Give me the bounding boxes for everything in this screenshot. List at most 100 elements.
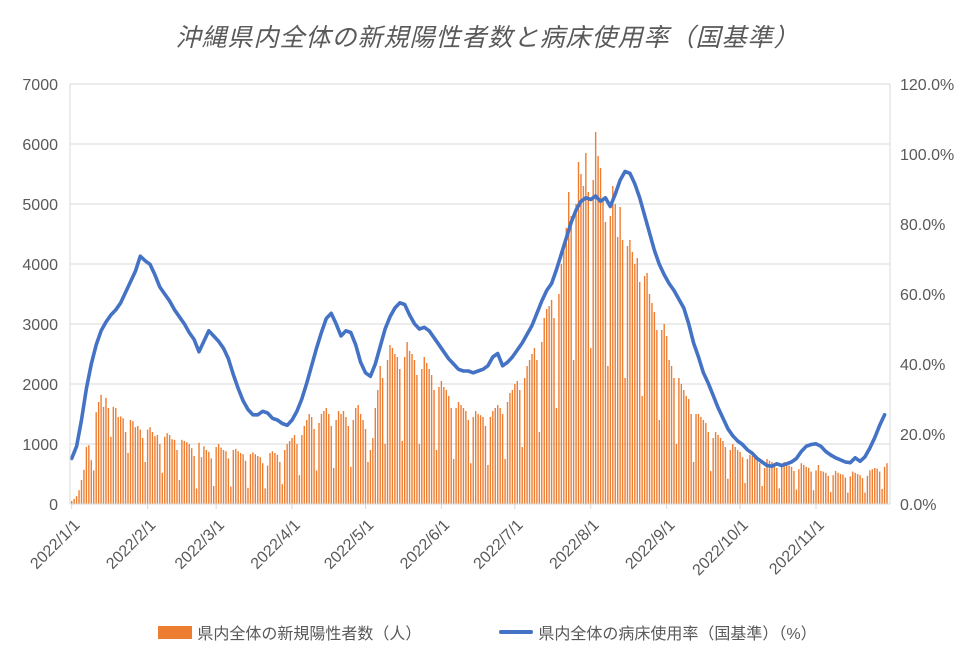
case-bar xyxy=(164,436,166,504)
case-bar xyxy=(526,366,528,504)
case-bar xyxy=(825,472,827,504)
case-bar xyxy=(817,465,820,504)
case-bar xyxy=(639,282,641,504)
case-bar xyxy=(790,466,793,504)
case-bar xyxy=(763,468,766,504)
case-bar xyxy=(560,264,563,504)
case-bar xyxy=(643,276,646,504)
chart-legend: 県内全体の新規陽性者数（人） 県内全体の病床使用率（国基準）（%） xyxy=(0,620,975,644)
case-bar xyxy=(310,417,313,504)
case-bar xyxy=(842,474,844,504)
case-bar xyxy=(497,405,499,504)
case-bar xyxy=(355,408,357,504)
case-bar xyxy=(732,444,734,504)
case-bar xyxy=(749,454,751,504)
case-bar xyxy=(856,474,859,504)
case-bar xyxy=(411,354,413,504)
right-axis-tick: 20.0% xyxy=(900,427,945,444)
case-bar xyxy=(271,451,274,504)
case-bar xyxy=(758,463,761,504)
case-bar xyxy=(785,464,788,504)
gridlines xyxy=(70,83,890,505)
case-bar xyxy=(379,366,381,504)
case-bar xyxy=(88,445,90,504)
case-bar xyxy=(350,466,352,504)
case-bar xyxy=(531,354,533,504)
case-bar xyxy=(259,457,261,504)
case-bar xyxy=(626,246,629,504)
left-axis-tick: 7000 xyxy=(22,77,58,94)
case-bar xyxy=(519,390,521,504)
case-bar xyxy=(504,459,506,504)
case-bar xyxy=(553,318,555,504)
left-axis-tick: 2000 xyxy=(22,377,58,394)
case-bar xyxy=(266,465,269,504)
case-bar xyxy=(252,452,254,504)
case-bar xyxy=(776,468,778,504)
right-axis-tick: 120.0% xyxy=(900,77,954,94)
case-bar xyxy=(146,429,149,504)
case-bar xyxy=(864,492,866,504)
case-bar xyxy=(435,450,438,504)
case-bar xyxy=(308,414,310,504)
case-bar xyxy=(685,396,687,504)
cases-series-swatch xyxy=(158,625,193,639)
case-bar xyxy=(107,408,110,504)
case-bar xyxy=(734,447,736,504)
case-bar xyxy=(665,336,668,504)
case-bar xyxy=(570,216,572,504)
case-bar xyxy=(374,408,376,504)
case-bar xyxy=(465,411,467,504)
case-bar xyxy=(602,198,604,504)
case-bar xyxy=(450,408,452,504)
case-bar xyxy=(284,450,286,504)
case-bar xyxy=(528,360,531,504)
case-bar xyxy=(741,457,744,504)
case-bar xyxy=(115,408,117,504)
case-bar xyxy=(477,414,479,504)
case-bar xyxy=(386,360,389,504)
x-axis-tick: 2022/1/1 xyxy=(27,517,83,573)
case-bar xyxy=(257,456,259,504)
case-bar xyxy=(702,420,705,504)
right-axis-tick: 40.0% xyxy=(900,357,945,374)
case-bar xyxy=(264,488,266,504)
case-bar xyxy=(781,466,783,504)
x-axis-tick: 2022/2/1 xyxy=(103,517,159,573)
case-bar xyxy=(462,408,465,504)
case-bar xyxy=(604,222,607,504)
case-bar xyxy=(820,471,822,504)
case-bar xyxy=(276,454,279,504)
case-bar xyxy=(614,204,616,504)
case-bar xyxy=(220,447,222,504)
case-bar xyxy=(93,470,95,504)
case-bar xyxy=(766,459,768,504)
case-bar xyxy=(384,444,386,504)
case-bar xyxy=(739,451,741,504)
case-bar xyxy=(575,204,577,504)
case-bar xyxy=(646,273,648,504)
case-bar xyxy=(237,451,239,504)
case-bar xyxy=(678,378,680,504)
left-axis-tick: 3000 xyxy=(22,317,58,334)
case-bar xyxy=(71,501,73,504)
cases-bar-series xyxy=(71,132,888,504)
case-bar xyxy=(418,444,421,504)
case-bar xyxy=(205,450,208,504)
case-bar xyxy=(607,366,609,504)
case-bar xyxy=(707,432,709,504)
case-bar xyxy=(433,390,435,504)
case-bar xyxy=(122,418,124,504)
case-bar xyxy=(812,490,815,504)
x-axis-tick: 2022/11/1 xyxy=(766,517,828,579)
case-bar xyxy=(834,471,837,504)
right-axis-tick: 100.0% xyxy=(900,147,954,164)
case-bar xyxy=(484,426,487,504)
case-bar xyxy=(127,453,129,504)
case-bar xyxy=(254,454,257,504)
case-bar xyxy=(403,357,406,504)
case-bar xyxy=(832,475,834,504)
case-bar xyxy=(751,456,754,504)
case-bar xyxy=(342,411,345,504)
